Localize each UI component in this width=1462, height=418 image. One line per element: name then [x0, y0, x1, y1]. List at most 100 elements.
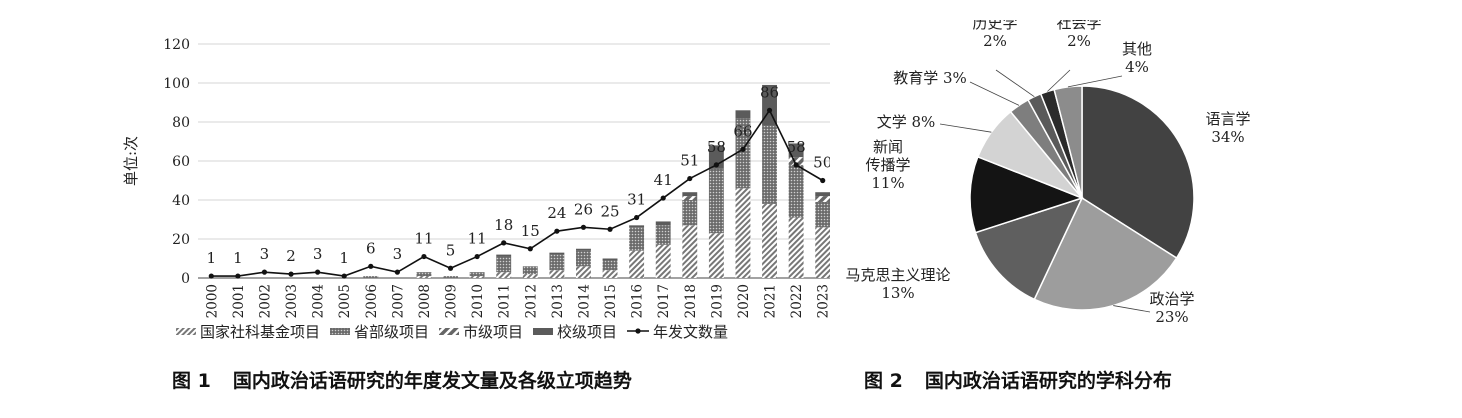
- figure1-caption-number: 图 1: [172, 370, 211, 392]
- bar-segment: [602, 260, 618, 271]
- bar-segment: [576, 266, 591, 278]
- y-tick-label: 60: [172, 154, 190, 170]
- bar-segment: [443, 276, 458, 278]
- bar-segment: [416, 272, 432, 277]
- y-tick-label: 40: [172, 193, 190, 209]
- legend-item: 省部级项目: [330, 323, 429, 341]
- bar-segment: [655, 244, 671, 278]
- bar-segment: [788, 157, 804, 165]
- data-label: 66: [733, 122, 752, 140]
- figure2-caption: 图 2 国内政治话语研究的学科分布: [864, 366, 1172, 393]
- x-tick-label: 2010: [470, 284, 486, 318]
- line-point: [687, 175, 693, 182]
- slice-label-name: 马克思主义理论: [845, 266, 950, 284]
- line-point: [740, 146, 746, 152]
- line-point: [447, 265, 454, 271]
- legend-item: 校级项目: [533, 323, 617, 341]
- slice-label-name: 传播学: [865, 156, 910, 174]
- bar-segment: [815, 192, 830, 197]
- x-tick-label: 2015: [603, 284, 619, 318]
- y-tick-label: 0: [181, 271, 190, 287]
- legend-label: 国家社科基金项目: [200, 323, 320, 341]
- slice-label-pct: 34%: [1211, 128, 1244, 146]
- data-label: 51: [680, 152, 699, 170]
- data-label: 58: [707, 138, 726, 156]
- line-point: [341, 273, 347, 279]
- line-point: [394, 269, 400, 275]
- bar-segment: [629, 225, 645, 228]
- data-label: 1: [339, 249, 349, 267]
- data-label: 3: [393, 245, 403, 263]
- bar-segment: [735, 118, 751, 189]
- bar-segment: [469, 272, 485, 277]
- figure1-caption-text: 国内政治话语研究的年度发文量及各级立项趋势: [232, 370, 632, 392]
- x-tick-label: 2001: [231, 284, 247, 318]
- bar-segment: [788, 217, 804, 278]
- bar-segment: [522, 274, 538, 278]
- x-tick-label: 2019: [709, 284, 725, 318]
- bar-segment: [708, 168, 724, 234]
- slice-label-pct: 2%: [1067, 32, 1091, 50]
- bar-segment: [788, 143, 804, 158]
- x-tick-label: 2018: [683, 284, 699, 318]
- bar-segment: [682, 225, 698, 278]
- bar-segment: [629, 227, 645, 251]
- x-tick-label: 2007: [390, 284, 406, 318]
- x-tick-label: 2002: [257, 284, 273, 318]
- data-label: 18: [494, 216, 513, 234]
- data-label: 6: [366, 239, 376, 257]
- bar-segment: [762, 203, 777, 278]
- figure2-caption-text: 国内政治话语研究的学科分布: [924, 370, 1172, 392]
- slice-label-pct: 2%: [983, 32, 1007, 50]
- y-tick-label: 80: [172, 115, 190, 131]
- x-tick-label: 2008: [417, 284, 433, 318]
- y-tick-label: 120: [163, 37, 190, 53]
- data-label: 58: [787, 138, 806, 156]
- x-tick-label: 2000: [204, 284, 220, 318]
- legend-item: 年发文数量: [627, 323, 728, 341]
- data-label: 86: [760, 83, 779, 101]
- data-label: 2: [286, 247, 296, 265]
- x-tick-label: 2022: [789, 284, 805, 318]
- slice-label-name: 其他: [1122, 40, 1152, 58]
- x-tick-label: 2003: [284, 284, 300, 318]
- bar-segment: [549, 270, 565, 278]
- x-tick-label: 2016: [630, 284, 646, 318]
- line-point: [208, 273, 214, 279]
- bar-segment: [655, 225, 671, 245]
- leader-line: [1113, 305, 1151, 313]
- pie-slice: [1033, 196, 1178, 311]
- bar-segment: [815, 201, 830, 228]
- legend-label: 市级项目: [463, 323, 523, 341]
- slice-label-pct: 11%: [871, 174, 904, 192]
- slice-label-pct: 13%: [881, 284, 914, 302]
- x-tick-label: 2023: [816, 284, 830, 318]
- slice-label: 其他4%: [1122, 40, 1152, 76]
- data-label: 11: [414, 230, 433, 248]
- line-point: [554, 228, 560, 234]
- line-point: [607, 226, 613, 232]
- line-point: [820, 177, 826, 184]
- x-tick-label: 2014: [576, 284, 592, 318]
- bar-segment: [682, 196, 698, 200]
- x-tick-label: 2021: [763, 284, 779, 318]
- leader-line: [995, 69, 1035, 97]
- bar-segment: [602, 270, 618, 278]
- bar-segment: [815, 196, 830, 202]
- bar-segment: [496, 254, 512, 257]
- data-label: 24: [547, 204, 566, 222]
- legend-swatch-marker: [635, 328, 641, 334]
- bar-segment: [496, 256, 512, 273]
- bar-segment: [363, 276, 379, 278]
- legend-swatch: [176, 328, 196, 335]
- x-tick-label: 2012: [523, 284, 539, 318]
- leader-line: [1067, 75, 1123, 88]
- data-label: 26: [574, 200, 593, 218]
- bar-segment: [469, 276, 485, 278]
- x-tick-label: 2005: [337, 284, 353, 318]
- data-label: 15: [521, 222, 540, 240]
